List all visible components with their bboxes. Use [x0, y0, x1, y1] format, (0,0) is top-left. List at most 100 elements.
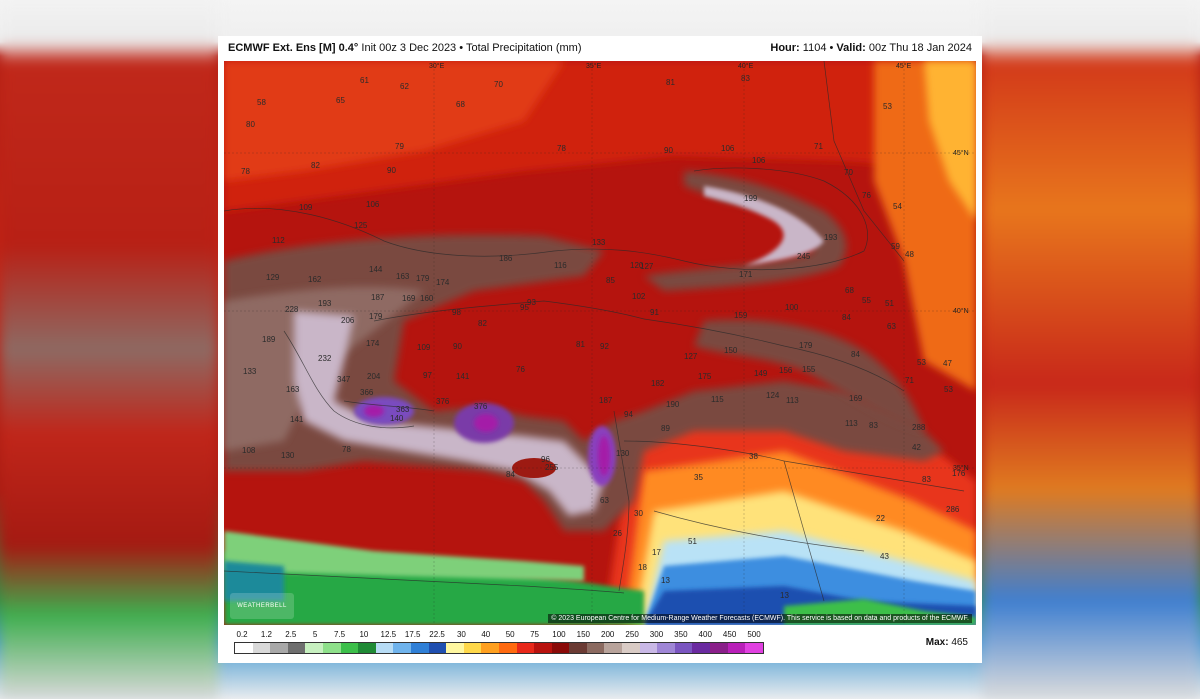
precip-value-label: 43 — [880, 552, 889, 561]
legend-swatch — [322, 643, 341, 653]
precip-value-label: 78 — [241, 167, 250, 176]
precip-value-label: 286 — [946, 505, 960, 514]
precip-value-label: 366 — [360, 388, 374, 397]
model-resolution: 0.4° — [338, 42, 359, 54]
precip-value-label: 106 — [366, 200, 380, 209]
label-30e: 30°E — [429, 62, 445, 70]
legend-label: 5 — [312, 630, 318, 639]
max-label: Max: — [925, 637, 949, 648]
precip-value-label: 204 — [367, 372, 381, 381]
precip-value-label: 89 — [661, 424, 670, 433]
model-name: ECMWF Ext. Ens [M] — [228, 42, 336, 54]
precip-value-label: 245 — [797, 252, 811, 261]
precip-value-labels: 58 65 61 62 68 70 81 83 53 80 78 82 90 79 78 90 106 106 71… — [241, 74, 966, 600]
precip-value-label: 78 — [342, 445, 351, 454]
precip-value-label: 130 — [616, 449, 630, 458]
africa-teal — [224, 561, 284, 601]
precip-value-label: 95 — [520, 303, 529, 312]
graticule — [224, 61, 976, 625]
precip-value-label: 81 — [666, 78, 675, 87]
hour-label: Hour: — [770, 42, 800, 54]
brown-band-mediterranean — [224, 234, 944, 531]
precip-legend: 0.2 1.2 2.5 5 7.5 10 12.5 17.5 22.5 30 40 50 75 100 15… — [234, 630, 764, 654]
legend-swatch — [393, 643, 411, 653]
legend-swatch — [340, 643, 359, 653]
legend-label: 450 — [722, 630, 737, 639]
precip-value-label: 133 — [243, 367, 257, 376]
precip-value-label: 48 — [905, 250, 914, 259]
precip-value-label: 58 — [257, 98, 266, 107]
label-35e: 35°E — [586, 62, 602, 70]
precip-value-label: 81 — [576, 340, 585, 349]
precip-value-label: 179 — [416, 274, 430, 283]
init-time: Init 00z 3 Dec 2023 — [361, 42, 457, 54]
legend-swatch — [287, 643, 306, 653]
precip-value-label: 141 — [290, 415, 304, 424]
legend-swatch — [710, 643, 728, 653]
legend-swatch — [428, 643, 447, 653]
precip-value-label: 175 — [698, 372, 712, 381]
black-sea-mauve — [704, 186, 824, 266]
precip-value-label: 130 — [281, 451, 295, 460]
coast-black-sea — [683, 167, 868, 271]
label-40e: 40°E — [738, 62, 754, 70]
precip-value-label: 90 — [664, 146, 673, 155]
precip-value-label: 100 — [785, 303, 799, 312]
precip-value-label: 376 — [474, 402, 488, 411]
legend-swatch — [498, 643, 517, 653]
precip-value-label: 156 — [779, 366, 793, 375]
precip-value-label: 59 — [891, 242, 900, 251]
legend-label: 40 — [481, 630, 491, 639]
precip-value-label: 85 — [606, 276, 615, 285]
legend-label: 12.5 — [380, 630, 397, 639]
legend-label: 17.5 — [404, 630, 421, 639]
legend-swatch — [586, 643, 605, 653]
east-yellow — [924, 61, 976, 221]
precip-value-label: 70 — [844, 168, 853, 177]
precip-value-label: 232 — [318, 354, 332, 363]
magenta-core-3 — [364, 405, 384, 417]
coast-balkan — [224, 208, 685, 262]
legend-label: 350 — [674, 630, 688, 639]
precip-value-label: 159 — [734, 311, 748, 320]
legend-label: 75 — [530, 630, 540, 639]
label-35n: 35°N — [953, 464, 969, 472]
precip-value-label: 363 — [396, 405, 410, 414]
border-caucasus — [823, 61, 905, 262]
precip-value-label: 174 — [436, 278, 450, 287]
precip-value-label: 169 — [849, 394, 863, 403]
legend-label: 2.5 — [285, 630, 297, 639]
legend-label: 0.2 — [236, 630, 248, 639]
precip-value-label: 78 — [557, 144, 566, 153]
legend-label: 10 — [359, 630, 369, 639]
precip-value-label: 106 — [752, 156, 766, 165]
precip-value-label: 133 — [592, 238, 606, 247]
precip-value-label: 115 — [711, 395, 724, 404]
precip-value-label: 150 — [724, 346, 738, 355]
legend-swatch — [674, 643, 693, 653]
bullet-separator: • — [459, 42, 464, 54]
precip-value-label: 96 — [541, 455, 550, 464]
hour-value: 1104 — [802, 42, 827, 54]
legend-label: 400 — [698, 630, 712, 639]
precip-value-label: 13 — [780, 591, 789, 600]
legend-swatch — [410, 643, 429, 653]
legend-label: 1.2 — [260, 630, 272, 639]
label-40n: 40°N — [953, 307, 969, 315]
legend-label: 22.5 — [429, 630, 445, 639]
legend-swatch — [481, 643, 499, 653]
forecast-panel: ECMWF Ext. Ens [M] 0.4° Init 00z 3 Dec 2… — [218, 36, 982, 663]
graticule-labels: 30°E 35°E 40°E 45°E 45°N 40°N 35°N — [429, 62, 969, 472]
legend-swatch — [622, 643, 640, 653]
precip-value-label: 76 — [862, 191, 871, 200]
precip-value-label: 189 — [262, 335, 276, 344]
max-number: 465 — [951, 637, 968, 648]
precip-value-label: 160 — [420, 294, 434, 303]
africa-light-green — [224, 531, 584, 581]
precip-value-label: 51 — [885, 299, 894, 308]
precip-value-label: 187 — [599, 396, 613, 405]
coast-levant — [613, 410, 630, 592]
precip-value-label: 112 — [272, 236, 285, 245]
precip-value-label: 62 — [400, 82, 409, 91]
northwest-orange-red — [224, 61, 564, 181]
